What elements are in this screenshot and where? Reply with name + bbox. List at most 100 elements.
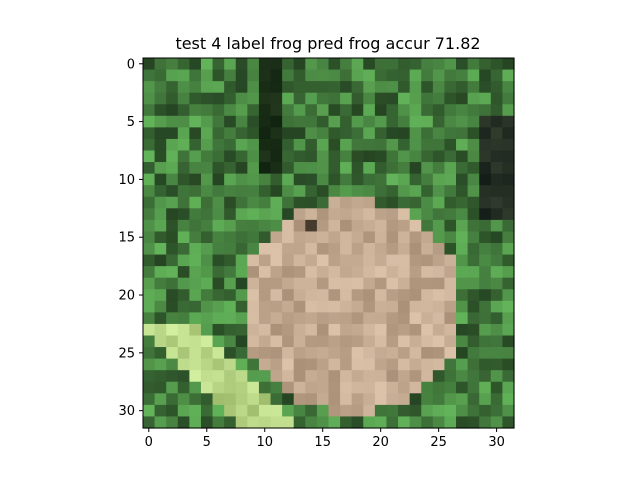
image-pixel bbox=[386, 92, 399, 105]
image-pixel bbox=[340, 243, 353, 256]
image-pixel bbox=[340, 150, 353, 163]
image-pixel bbox=[316, 92, 330, 105]
image-pixel bbox=[421, 381, 434, 394]
image-pixel bbox=[490, 219, 503, 233]
image-pixel bbox=[363, 162, 376, 175]
image-pixel bbox=[351, 335, 364, 348]
image-pixel bbox=[189, 138, 202, 152]
image-pixel bbox=[166, 335, 179, 348]
image-pixel bbox=[235, 266, 248, 279]
image-pixel bbox=[398, 243, 411, 256]
frog-image bbox=[143, 58, 515, 429]
image-pixel bbox=[328, 266, 341, 279]
image-pixel bbox=[374, 58, 388, 71]
image-pixel bbox=[247, 358, 260, 371]
image-pixel bbox=[328, 208, 341, 221]
image-pixel bbox=[490, 300, 503, 313]
image-pixel bbox=[293, 404, 306, 418]
image-pixel bbox=[143, 115, 156, 128]
image-pixel bbox=[293, 300, 306, 313]
image-pixel bbox=[166, 266, 179, 279]
image-pixel bbox=[154, 138, 167, 152]
image-pixel bbox=[479, 323, 492, 337]
image-pixel bbox=[282, 243, 295, 256]
axes-frame bbox=[142, 57, 515, 429]
image-pixel bbox=[154, 254, 167, 267]
image-pixel bbox=[409, 81, 422, 94]
image-pixel bbox=[200, 150, 214, 163]
image-pixel bbox=[258, 69, 272, 82]
image-pixel bbox=[456, 404, 469, 418]
image-pixel bbox=[247, 243, 260, 256]
image-pixel bbox=[374, 254, 388, 267]
image-pixel bbox=[189, 323, 202, 337]
image-pixel bbox=[282, 219, 295, 233]
image-pixel bbox=[154, 335, 167, 348]
image-pixel bbox=[409, 208, 422, 221]
image-pixel bbox=[444, 416, 457, 429]
image-pixel bbox=[490, 69, 503, 82]
image-pixel bbox=[316, 138, 330, 152]
image-pixel bbox=[479, 219, 492, 233]
image-pixel bbox=[200, 370, 214, 383]
image-pixel bbox=[351, 162, 364, 175]
image-pixel bbox=[479, 243, 492, 256]
image-pixel bbox=[166, 150, 179, 163]
image-pixel bbox=[456, 92, 469, 105]
image-pixel bbox=[177, 358, 190, 371]
image-pixel bbox=[432, 115, 446, 128]
image-pixel bbox=[351, 358, 364, 371]
image-pixel bbox=[189, 370, 202, 383]
image-pixel bbox=[467, 81, 480, 94]
image-pixel bbox=[166, 312, 179, 325]
image-pixel bbox=[212, 300, 225, 313]
image-pixel bbox=[398, 393, 411, 406]
image-pixel bbox=[502, 58, 515, 71]
image-pixel bbox=[154, 358, 167, 371]
image-pixel bbox=[177, 347, 190, 360]
image-pixel bbox=[374, 416, 388, 429]
image-pixel bbox=[154, 150, 167, 163]
image-pixel bbox=[235, 69, 248, 82]
image-pixel bbox=[456, 358, 469, 371]
image-pixel bbox=[421, 347, 434, 360]
image-pixel bbox=[282, 138, 295, 152]
image-pixel bbox=[282, 381, 295, 394]
image-pixel bbox=[293, 370, 306, 383]
image-pixel bbox=[316, 312, 330, 325]
image-pixel bbox=[270, 127, 283, 140]
image-pixel bbox=[340, 254, 353, 267]
image-pixel bbox=[189, 347, 202, 360]
image-pixel bbox=[444, 69, 457, 82]
image-pixel bbox=[432, 347, 446, 360]
image-pixel bbox=[386, 254, 399, 267]
image-pixel bbox=[502, 185, 515, 198]
image-pixel bbox=[282, 185, 295, 198]
image-pixel bbox=[386, 127, 399, 140]
image-pixel bbox=[374, 81, 388, 94]
image-pixel bbox=[328, 115, 341, 128]
image-pixel bbox=[235, 173, 248, 186]
image-pixel bbox=[340, 81, 353, 94]
image-pixel bbox=[189, 219, 202, 233]
image-pixel bbox=[363, 127, 376, 140]
image-pixel bbox=[351, 393, 364, 406]
image-pixel bbox=[224, 196, 237, 209]
image-pixel bbox=[421, 150, 434, 163]
image-pixel bbox=[270, 254, 283, 267]
image-pixel bbox=[305, 381, 318, 394]
image-pixel bbox=[479, 92, 492, 105]
image-pixel bbox=[374, 104, 388, 117]
image-pixel bbox=[351, 381, 364, 394]
image-pixel bbox=[421, 173, 434, 186]
image-pixel bbox=[456, 231, 469, 244]
image-pixel bbox=[340, 115, 353, 128]
image-pixel bbox=[490, 416, 503, 429]
image-pixel bbox=[177, 289, 190, 302]
image-pixel bbox=[374, 138, 388, 152]
image-pixel bbox=[293, 266, 306, 279]
image-pixel bbox=[421, 208, 434, 221]
image-pixel bbox=[398, 404, 411, 418]
image-pixel bbox=[444, 150, 457, 163]
